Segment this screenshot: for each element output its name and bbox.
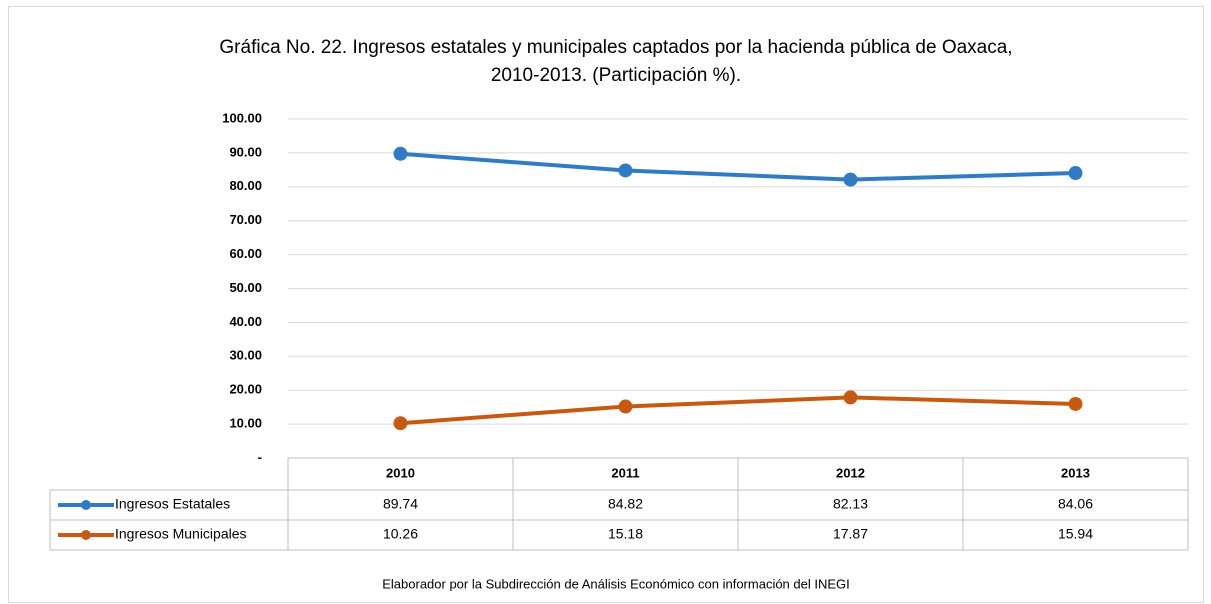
y-tick-label: 20.00 [229, 382, 262, 397]
chart-title: Gráfica No. 22. Ingresos estatales y mun… [219, 37, 1012, 58]
y-tick-label: 80.00 [229, 178, 262, 193]
point [618, 399, 633, 414]
chart-frame [8, 6, 1204, 603]
table-value: 10.26 [383, 526, 418, 542]
point [393, 146, 408, 161]
y-tick-label: - [258, 449, 262, 464]
y-tick-label: 10.00 [229, 416, 262, 431]
point [393, 416, 408, 431]
y-tick-label: 40.00 [229, 314, 262, 329]
point [843, 390, 858, 405]
x-tick-label: 2011 [611, 465, 639, 480]
series-line [400, 395, 1076, 426]
y-tick-label: 60.00 [229, 246, 262, 261]
table-value: 89.74 [383, 496, 418, 512]
table-value: 17.87 [833, 526, 868, 542]
legend-marker [81, 530, 91, 540]
y-tick-label: 100.00 [222, 110, 262, 125]
series-line [400, 151, 1076, 182]
y-tick-label: 90.00 [229, 144, 262, 159]
table-value: 82.13 [833, 496, 868, 512]
source-note: Elaborador por la Subdirección de Anális… [382, 576, 850, 591]
legend-label: Ingresos Municipales [115, 526, 247, 542]
x-tick-label: 2013 [1061, 465, 1090, 480]
legend-label: Ingresos Estatales [115, 496, 230, 512]
point [1068, 166, 1083, 181]
y-tick-label: 50.00 [229, 280, 262, 295]
table-value: 84.06 [1058, 496, 1093, 512]
y-tick-label: 30.00 [229, 348, 262, 363]
table-value: 15.18 [608, 526, 643, 542]
legend-marker [81, 500, 91, 510]
chart-title: 2010-2013. (Participación %). [491, 65, 741, 86]
y-tick-label: 70.00 [229, 212, 262, 227]
point [843, 172, 858, 187]
table-value: 84.82 [608, 496, 643, 512]
x-tick-label: 2012 [836, 465, 865, 480]
point [618, 163, 633, 178]
x-tick-label: 2010 [386, 465, 415, 480]
point [1068, 396, 1083, 411]
table-value: 15.94 [1058, 526, 1093, 542]
